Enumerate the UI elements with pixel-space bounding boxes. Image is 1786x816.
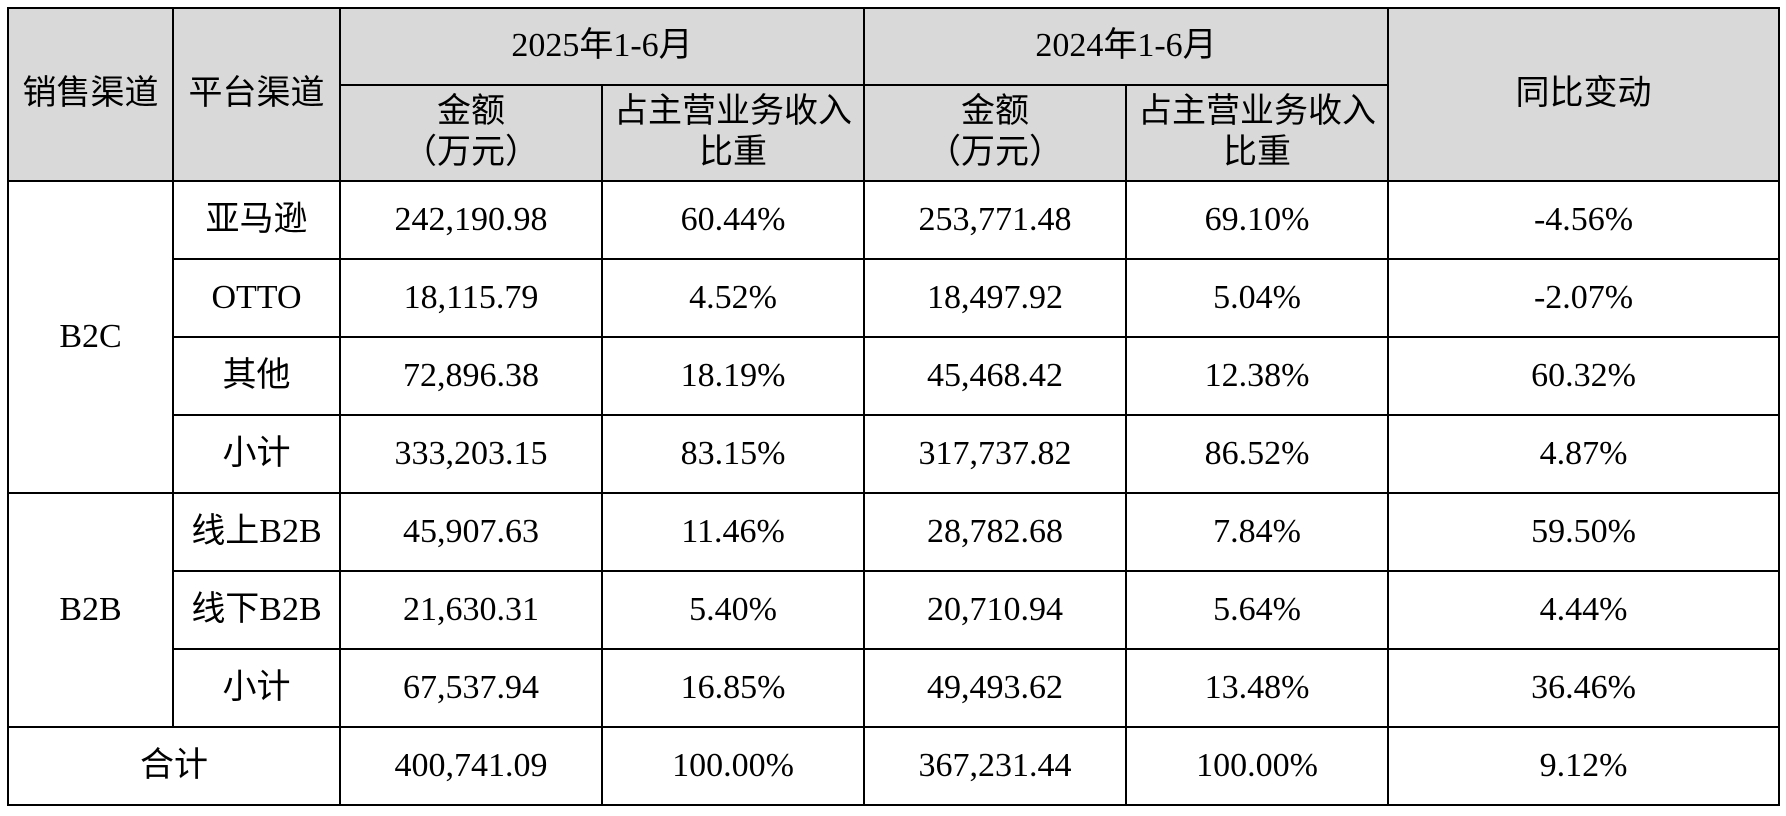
share-2025-cell: 60.44% [600, 180, 866, 260]
header-share-2024: 占主营业务收入 比重 [1125, 84, 1390, 182]
share-2025-cell: 18.19% [600, 336, 866, 416]
share-2024-cell: 69.10% [1125, 180, 1390, 260]
platform-cell: 线下B2B [172, 570, 341, 650]
platform-cell: 线上B2B [172, 492, 341, 572]
amount-2025-cell: 72,896.38 [339, 336, 603, 416]
yoy-cell: 60.32% [1387, 336, 1781, 416]
amount-2024-cell: 28,782.68 [863, 492, 1128, 572]
yoy-cell: -4.56% [1387, 180, 1781, 260]
amount-2024-cell: 45,468.42 [863, 336, 1128, 416]
header-amount-label: 金额 [961, 93, 1030, 131]
share-2024-cell: 86.52% [1125, 414, 1390, 494]
header-yoy-change: 同比变动 [1387, 7, 1781, 182]
table-row: B2C 亚马逊 242,190.98 60.44% 253,771.48 69.… [7, 180, 1781, 494]
amount-2025-cell: 242,190.98 [339, 180, 603, 260]
amount-2024-cell: 49,493.62 [863, 648, 1128, 728]
table-row: 线下B2B 21,630.31 5.40% 20,710.94 5.64% 4.… [8, 570, 1781, 650]
header-row-1: 销售渠道 平台渠道 2025年1-6月 2024年1-6月 同比变动 [7, 7, 1781, 182]
amount-2024-cell: 367,231.44 [863, 726, 1128, 806]
header-amount-label: 金额 [437, 93, 505, 131]
yoy-cell: 36.46% [1387, 648, 1781, 728]
header-share-label-2: 比重 [1223, 134, 1292, 171]
amount-2024-cell: 253,771.48 [863, 180, 1128, 260]
header-period-2025: 2025年1-6月 [338, 7, 866, 86]
share-2024-cell: 5.64% [1125, 570, 1390, 650]
amount-2025-cell: 18,115.79 [339, 258, 603, 338]
share-2025-cell: 5.40% [600, 570, 866, 650]
header-share-2025: 占主营业务收入 比重 [600, 84, 866, 182]
revenue-by-channel-table: 销售渠道 平台渠道 2025年1-6月 2024年1-6月 同比变动 金额 （万… [7, 7, 1781, 806]
share-2024-cell: 12.38% [1125, 336, 1390, 416]
table-row: 其他 72,896.38 18.19% 45,468.42 12.38% 60.… [8, 336, 1781, 416]
yoy-cell: -2.07% [1387, 258, 1781, 338]
header-amount-unit: （万元） [927, 134, 1064, 171]
subtotal-row: 小计 67,537.94 16.85% 49,493.62 13.48% 36.… [8, 648, 1781, 728]
share-2024-cell: 5.04% [1125, 258, 1390, 338]
header-share-label-2: 比重 [699, 134, 767, 171]
platform-cell: 小计 [172, 414, 341, 494]
share-2025-cell: 4.52% [600, 258, 866, 338]
sales-channel-cell: B2C [7, 180, 174, 494]
yoy-cell: 9.12% [1387, 726, 1781, 806]
platform-cell: OTTO [172, 258, 341, 338]
header-share-label: 占主营业务收入 [1138, 93, 1377, 131]
amount-2025-cell: 400,741.09 [339, 726, 603, 806]
amount-2024-cell: 317,737.82 [863, 414, 1128, 494]
header-amount-unit: （万元） [403, 134, 539, 171]
yoy-cell: 4.87% [1387, 414, 1781, 494]
share-2025-cell: 83.15% [600, 414, 866, 494]
amount-2025-cell: 21,630.31 [339, 570, 603, 650]
share-2025-cell: 100.00% [600, 726, 866, 806]
table-row: OTTO 18,115.79 4.52% 18,497.92 5.04% -2.… [8, 258, 1781, 338]
amount-2024-cell: 18,497.92 [863, 258, 1128, 338]
total-row: 合计 400,741.09 100.00% 367,231.44 100.00%… [7, 726, 1781, 806]
subtotal-row: 小计 333,203.15 83.15% 317,737.82 86.52% 4… [8, 414, 1781, 494]
sales-channel-cell: B2B [7, 492, 174, 728]
header-row-2: 金额 （万元） 占主营业务收入 比重 金额 （万元） 占主营业务收入 比重 [8, 84, 1779, 182]
amount-2025-cell: 333,203.15 [339, 414, 603, 494]
header-share-label: 占主营业务收入 [614, 93, 852, 131]
yoy-cell: 59.50% [1387, 492, 1781, 572]
share-2025-cell: 16.85% [600, 648, 866, 728]
total-label: 合计 [7, 726, 341, 806]
amount-2025-cell: 67,537.94 [339, 648, 603, 728]
amount-2025-cell: 45,907.63 [339, 492, 603, 572]
table-row: B2B 线上B2B 45,907.63 11.46% 28,782.68 7.8… [7, 492, 1781, 728]
header-platform-channel: 平台渠道 [172, 7, 341, 182]
header-sales-channel: 销售渠道 [7, 7, 174, 182]
platform-cell: 小计 [172, 648, 341, 728]
share-2024-cell: 7.84% [1125, 492, 1390, 572]
share-2025-cell: 11.46% [600, 492, 866, 572]
platform-cell: 其他 [172, 336, 341, 416]
header-period-2024: 2024年1-6月 [863, 7, 1390, 86]
yoy-cell: 4.44% [1387, 570, 1781, 650]
header-amount-2024: 金额 （万元） [863, 84, 1128, 182]
platform-cell: 亚马逊 [172, 180, 341, 260]
amount-2024-cell: 20,710.94 [863, 570, 1128, 650]
share-2024-cell: 100.00% [1125, 726, 1390, 806]
header-amount-2025: 金额 （万元） [339, 84, 603, 182]
share-2024-cell: 13.48% [1125, 648, 1390, 728]
